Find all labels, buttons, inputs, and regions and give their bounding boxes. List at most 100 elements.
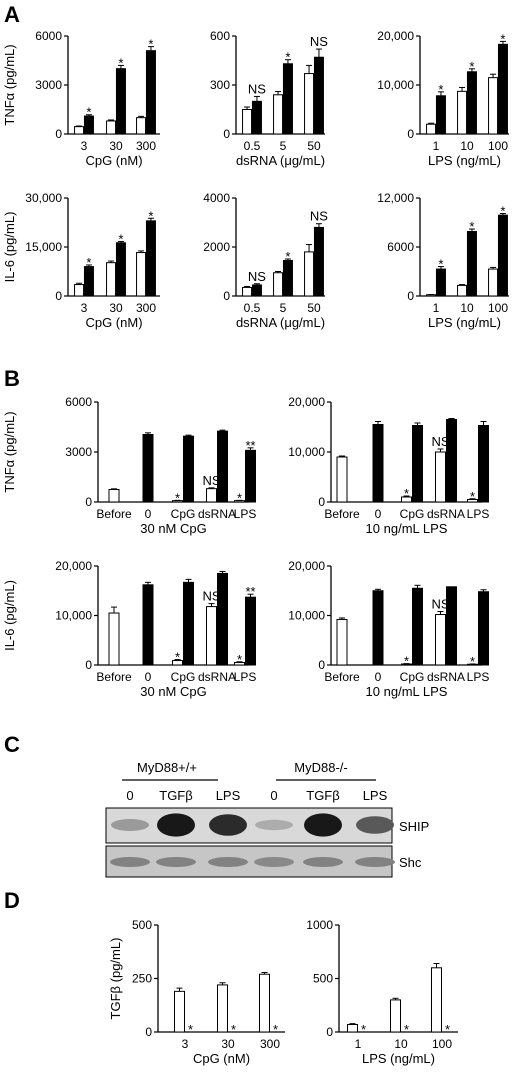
bar <box>242 109 253 135</box>
x-tick-label: 300 <box>260 1037 280 1051</box>
x-tick-label: LPS <box>467 670 490 684</box>
panel-label-d: D <box>4 888 20 913</box>
significance-label: * <box>469 219 474 234</box>
x-tick-label: 0 <box>145 507 152 521</box>
x-tick-label: 30 <box>109 301 123 315</box>
ship-band <box>304 813 342 837</box>
y-tick-label: 500 <box>132 918 152 932</box>
x-tick-label: 10 <box>394 1037 408 1051</box>
y-tick-label: 10,000 <box>55 609 92 623</box>
significance-label: * <box>445 1022 450 1037</box>
bar <box>136 252 147 297</box>
x-tick-label: CpG <box>400 670 425 684</box>
y-tick-label: 12,000 <box>377 191 414 205</box>
y-tick-label: 0 <box>85 495 92 509</box>
x-tick-label: 3 <box>81 139 88 153</box>
x-tick-label: 50 <box>307 301 321 315</box>
band-label-shc: Shc <box>399 855 422 870</box>
bar <box>108 612 120 666</box>
y-tick-label: 0 <box>318 658 325 672</box>
x-tick-label: Before <box>96 670 132 684</box>
y-tick-label: 0 <box>407 289 414 303</box>
bar <box>478 591 489 666</box>
bar <box>372 590 384 666</box>
x-tick-label: LPS <box>234 507 257 521</box>
bar <box>136 117 147 135</box>
x-tick-label: 300 <box>136 301 156 315</box>
bar <box>142 434 154 503</box>
lane-label: 0 <box>126 788 133 803</box>
ship-band <box>255 819 293 831</box>
bar <box>466 71 477 135</box>
y-tick-label: 6000 <box>387 240 414 254</box>
bar <box>74 284 85 297</box>
significance-label: * <box>500 31 505 46</box>
shc-band <box>208 857 248 867</box>
shc-band <box>355 857 395 867</box>
x-axis-label: 10 ng/mL LPS <box>366 521 448 536</box>
y-tick-label: 0 <box>223 289 230 303</box>
x-tick-label: 0.5 <box>244 139 261 153</box>
bar <box>313 56 324 135</box>
x-tick-label: 10 <box>460 301 474 315</box>
lane-label: 0 <box>270 788 277 803</box>
significance-label: * <box>361 1022 366 1037</box>
bar <box>108 489 120 503</box>
x-tick-label: dsRNA <box>427 507 465 521</box>
x-tick-label: 5 <box>280 139 287 153</box>
x-axis-label: 30 nM CpG <box>140 684 206 699</box>
panel-label-b: B <box>4 366 20 391</box>
x-tick-label: 100 <box>488 139 508 153</box>
y-tick-label: 250 <box>132 972 152 986</box>
significance-label: * <box>404 1022 409 1037</box>
y-axis-label: IL-6 (pg/mL) <box>2 212 17 283</box>
panel-label-c: C <box>4 732 20 757</box>
bar <box>245 596 256 666</box>
x-axis-label: CpG (nM) <box>193 1051 250 1066</box>
bar <box>435 614 446 666</box>
significance-label: * <box>285 249 290 264</box>
bar <box>273 94 284 135</box>
bar <box>251 100 262 135</box>
bar <box>251 284 262 297</box>
shc-bands <box>110 857 395 867</box>
lane-label: TGFβ <box>159 788 192 803</box>
y-tick-label: 2000 <box>203 240 230 254</box>
significance-label: * <box>86 255 91 270</box>
significance-label: * <box>148 37 153 52</box>
y-tick-label: 0 <box>55 289 62 303</box>
significance-label: NS <box>248 81 266 96</box>
x-tick-label: 300 <box>136 139 156 153</box>
x-tick-label: 10 <box>460 139 474 153</box>
y-tick-label: 3000 <box>65 445 92 459</box>
significance-label: * <box>86 105 91 120</box>
bar <box>273 272 284 297</box>
y-tick-label: 0 <box>318 495 325 509</box>
y-tick-label: 300 <box>210 78 230 92</box>
y-tick-label: 20,000 <box>288 559 325 573</box>
y-tick-label: 3000 <box>35 78 62 92</box>
shc-band <box>110 857 150 867</box>
y-tick-label: 500 <box>313 972 333 986</box>
significance-label: * <box>118 55 123 70</box>
x-tick-label: 0 <box>375 507 382 521</box>
bar <box>142 584 154 666</box>
x-axis-label: dsRNA (μg/mL) <box>236 315 325 330</box>
bar <box>115 242 126 297</box>
bar <box>431 967 442 1033</box>
significance-label: * <box>237 490 242 505</box>
significance-label: * <box>469 59 474 74</box>
bar <box>478 425 489 503</box>
bar <box>390 999 401 1033</box>
y-tick-label: 20,000 <box>55 559 92 573</box>
bar <box>412 587 423 666</box>
ship-blot-strip <box>105 807 393 844</box>
significance-label: ** <box>245 584 255 599</box>
